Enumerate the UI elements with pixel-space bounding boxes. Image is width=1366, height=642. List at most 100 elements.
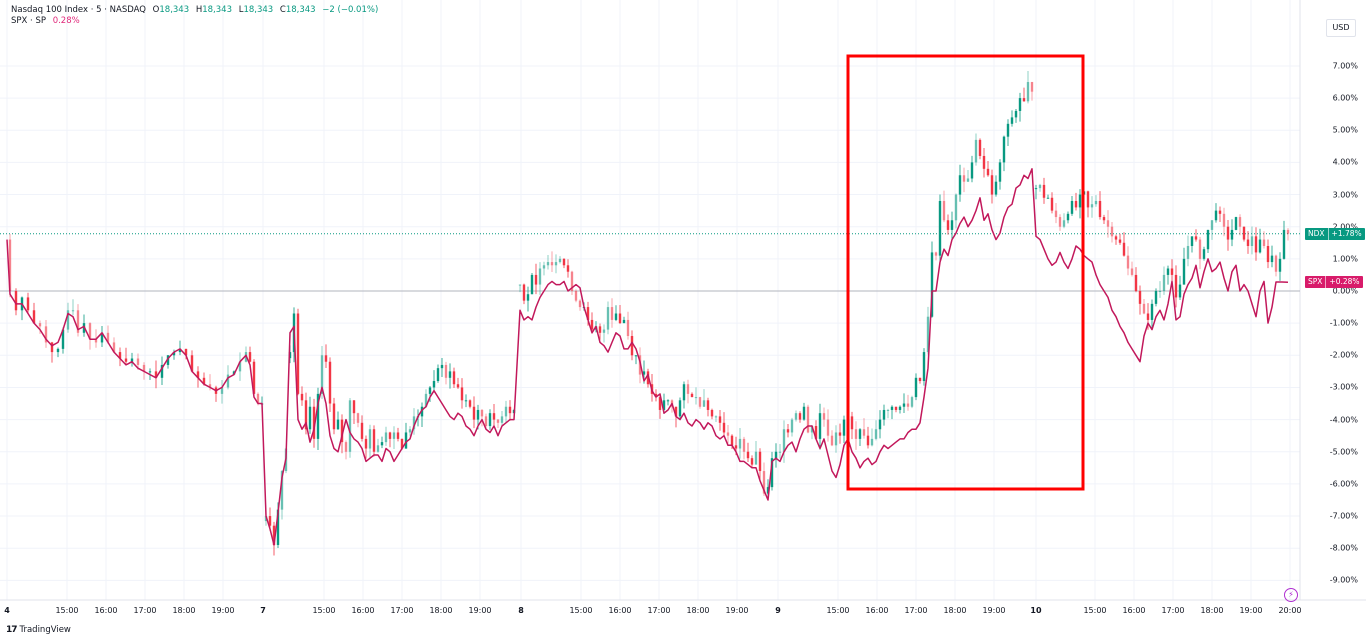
candle-body <box>420 406 424 417</box>
candle-body <box>534 274 538 285</box>
currency-button[interactable]: USD <box>1326 19 1356 37</box>
candle-body <box>930 252 934 317</box>
candle-body <box>722 422 726 433</box>
time-axis-label: 20:00 <box>1278 606 1302 615</box>
candle-body <box>566 265 570 272</box>
lightning-icon[interactable]: ⚡ <box>1284 588 1298 602</box>
candle-body <box>606 307 610 330</box>
time-axis-label: 15:00 <box>569 606 593 615</box>
candle-body <box>1282 229 1286 259</box>
legend-main-series[interactable]: Nasdaq 100 Index · 5 · NASDAQ O18,343 H1… <box>11 5 378 16</box>
time-axis-label: 16:00 <box>94 606 118 615</box>
candle-body <box>718 416 722 423</box>
candle-body <box>1146 313 1150 320</box>
candle-body <box>786 429 790 433</box>
price-axis[interactable]: 7.00% 6.00% 5.00% 4.00% 3.00% 2.00% 1.00% 0.00%… <box>1300 0 1366 610</box>
candle-body <box>990 175 994 195</box>
candle-body <box>1090 204 1094 208</box>
candle-body <box>726 432 730 436</box>
highlight-rectangle[interactable] <box>846 54 1085 491</box>
candle-body <box>1110 226 1114 237</box>
candle-body <box>448 371 452 378</box>
candle-body <box>570 271 574 291</box>
time-axis-label: 17:00 <box>390 606 414 615</box>
legend-compare-series[interactable]: SPX · SP 0.28% <box>11 16 378 27</box>
time-axis-label: 16:00 <box>608 606 632 615</box>
candle-body <box>440 364 444 369</box>
candle-body <box>898 406 902 410</box>
candle-body <box>1262 239 1266 246</box>
time-axis-label: 15:00 <box>1083 606 1107 615</box>
candle-body <box>26 297 30 311</box>
candle-body <box>1154 291 1158 304</box>
candle-body <box>1042 184 1046 198</box>
candle-body <box>142 364 146 372</box>
candle-body <box>530 274 534 295</box>
candle-body <box>730 435 734 446</box>
candle-body <box>558 258 562 263</box>
spx-tag-symbol: SPX <box>1305 275 1327 288</box>
candle-body <box>360 422 364 439</box>
candle-body <box>622 319 626 324</box>
candle-body <box>942 200 946 221</box>
candle-body <box>1202 249 1206 259</box>
candle-body <box>954 194 958 221</box>
open-value: 18,343 <box>159 5 190 15</box>
candle-body <box>56 348 60 353</box>
candle-body <box>1050 197 1054 211</box>
time-axis-label: 15:00 <box>55 606 79 615</box>
candle-body <box>300 393 304 401</box>
candle-body <box>710 409 714 417</box>
candle-body <box>190 355 194 372</box>
candle-body <box>1226 226 1230 240</box>
candle-body <box>1078 194 1082 208</box>
candle-body <box>428 387 432 394</box>
candle-body <box>484 416 488 427</box>
candle-body <box>538 268 542 285</box>
candle-body <box>424 393 428 407</box>
candle-body <box>610 307 614 320</box>
candle-body <box>1246 239 1250 246</box>
candle-body <box>978 139 982 156</box>
candle-body <box>172 352 176 356</box>
candle-body <box>1074 200 1078 208</box>
time-axis-label: 9 <box>775 606 781 615</box>
candle-body <box>662 400 666 410</box>
candle-body <box>946 220 950 230</box>
tradingview-logo[interactable]: 17 TradingView <box>6 625 71 635</box>
candle-body <box>794 413 798 420</box>
candle-body <box>790 419 794 433</box>
candle-body <box>100 332 104 343</box>
tradingview-mark-icon: 17 <box>6 625 17 635</box>
candle-body <box>312 406 316 439</box>
price-axis-label: -5.00% <box>1329 447 1358 457</box>
candle-body <box>8 239 12 291</box>
candle-body <box>646 371 650 385</box>
open-label: O <box>152 5 160 15</box>
candle-body <box>966 178 970 182</box>
candle-body <box>76 310 80 333</box>
candle-body <box>1098 200 1102 218</box>
time-axis-label: 17:00 <box>647 606 671 615</box>
candle-body <box>208 384 212 388</box>
candle-body <box>488 413 492 427</box>
candle-body <box>894 406 898 410</box>
candle-body <box>71 310 75 312</box>
candle-body <box>746 451 750 459</box>
spx-price-tag: SPX +0.28% <box>1305 275 1363 288</box>
candle-body <box>834 432 838 446</box>
candle-body <box>798 413 802 420</box>
candle-body <box>1118 239 1122 243</box>
candle-body <box>918 377 922 382</box>
candle-body <box>472 406 476 420</box>
candle-body <box>154 371 158 378</box>
candle-body <box>734 445 738 449</box>
candle-body <box>432 381 436 388</box>
candle-body <box>1010 117 1014 124</box>
candle-body <box>554 262 558 266</box>
price-axis-label: 4.00% <box>1332 157 1358 167</box>
candle-body <box>400 438 404 449</box>
candle-body <box>998 162 1002 182</box>
